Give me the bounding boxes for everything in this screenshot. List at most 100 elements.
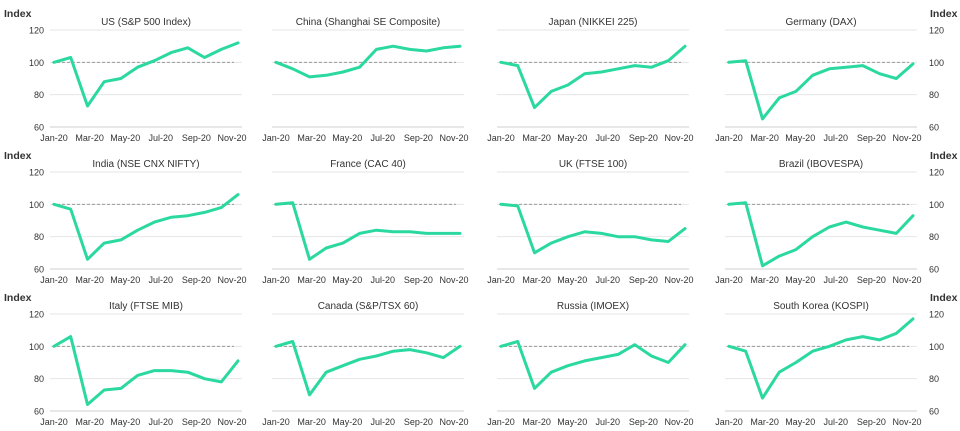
y-tick-label: 120 xyxy=(29,310,44,320)
data-point xyxy=(616,67,620,71)
data-point xyxy=(52,61,56,64)
x-tick-label: May-20 xyxy=(785,417,815,427)
x-tick-label: Nov-20 xyxy=(439,133,468,143)
y-tick-label: 60 xyxy=(34,265,44,275)
data-point xyxy=(236,359,240,363)
x-tick-label: May-20 xyxy=(110,275,140,285)
data-point xyxy=(861,64,865,67)
data-point xyxy=(616,235,620,238)
x-tick-label: Nov-20 xyxy=(664,275,693,285)
data-point xyxy=(324,371,328,374)
y-tick-label: 60 xyxy=(34,407,44,417)
data-point xyxy=(274,345,278,348)
data-point xyxy=(236,193,240,196)
data-point xyxy=(391,349,395,353)
data-point xyxy=(533,106,536,109)
data-point xyxy=(153,369,156,372)
data-point xyxy=(828,345,831,348)
series-line xyxy=(274,340,462,397)
x-tick-label: Jul-20 xyxy=(371,275,396,285)
data-point xyxy=(828,67,831,71)
x-tick-label: Mar-20 xyxy=(750,133,779,143)
x-tick-label: Jan-20 xyxy=(487,417,515,427)
data-point xyxy=(583,72,586,75)
data-point xyxy=(633,64,637,67)
x-tick-label: May-20 xyxy=(332,417,362,427)
data-point xyxy=(358,358,361,361)
y-tick-label: 80 xyxy=(929,374,939,384)
x-tick-label: Nov-20 xyxy=(892,275,921,285)
y-tick-label: 80 xyxy=(929,90,939,100)
data-point xyxy=(52,345,56,348)
y-tick-label: 120 xyxy=(29,168,44,178)
x-tick-label: Mar-20 xyxy=(75,133,104,143)
x-tick-label: Jul-20 xyxy=(596,417,621,427)
data-point xyxy=(911,214,915,217)
panel-7: Jan-20 Mar-20 May-20 Jul-20 Sep-20 Nov-20 UK (… xyxy=(487,159,693,285)
y-axis-label-left-row-2: Index xyxy=(4,150,32,162)
data-point xyxy=(583,359,586,363)
x-tick-label: Jan-20 xyxy=(487,133,515,143)
x-tick-label: Jan-20 xyxy=(262,133,290,143)
panel-title: Japan (NIKKEI 225) xyxy=(549,17,638,28)
data-point xyxy=(291,201,294,204)
data-point xyxy=(516,340,519,343)
series-line xyxy=(499,340,687,390)
x-tick-label: Mar-20 xyxy=(297,133,326,143)
series-line xyxy=(727,201,915,268)
data-point xyxy=(203,211,206,214)
data-point xyxy=(633,343,637,346)
data-point xyxy=(69,56,72,59)
x-tick-label: Sep-20 xyxy=(629,417,658,427)
data-point xyxy=(358,65,361,69)
data-point xyxy=(442,356,445,359)
x-tick-label: Jul-20 xyxy=(824,275,849,285)
data-point xyxy=(895,232,898,235)
x-tick-label: Mar-20 xyxy=(522,133,551,143)
data-point xyxy=(136,229,139,232)
x-tick-label: Jul-20 xyxy=(149,417,174,427)
y-axis-label-right-row-3: Index xyxy=(930,292,958,304)
panel-title: Germany (DAX) xyxy=(785,17,856,28)
data-point xyxy=(86,258,89,261)
data-point xyxy=(203,56,206,59)
y-axis-label-right-row-1: Index xyxy=(930,8,958,20)
x-tick-label: Jul-20 xyxy=(596,133,621,143)
data-point xyxy=(236,41,240,45)
x-tick-label: Jul-20 xyxy=(371,133,396,143)
x-tick-label: Jan-20 xyxy=(40,417,68,427)
series-line xyxy=(727,317,915,400)
x-tick-label: Mar-20 xyxy=(750,417,779,427)
data-point xyxy=(169,369,173,372)
x-tick-label: Sep-20 xyxy=(629,275,658,285)
x-tick-label: Nov-20 xyxy=(217,133,246,143)
x-tick-label: Mar-20 xyxy=(297,275,326,285)
data-point xyxy=(683,44,687,48)
data-point xyxy=(861,335,865,338)
x-tick-label: Jan-20 xyxy=(715,275,743,285)
data-point xyxy=(566,235,570,238)
data-point xyxy=(186,46,190,49)
data-point xyxy=(291,340,294,343)
data-point xyxy=(425,232,428,235)
data-point xyxy=(375,354,378,358)
x-tick-label: Nov-20 xyxy=(217,417,246,427)
x-tick-label: Nov-20 xyxy=(664,133,693,143)
data-point xyxy=(341,364,345,367)
x-tick-label: May-20 xyxy=(332,133,362,143)
data-point xyxy=(761,396,764,400)
panel-title: China (Shanghai SE Composite) xyxy=(296,17,441,28)
x-tick-label: Sep-20 xyxy=(857,417,886,427)
data-point xyxy=(777,254,781,258)
x-tick-label: Mar-20 xyxy=(75,417,104,427)
data-point xyxy=(761,264,764,267)
data-point xyxy=(136,374,139,377)
panel-3: Jan-20 Mar-20 May-20 Jul-20 Sep-20 Nov-20 Japa… xyxy=(487,17,693,143)
x-tick-label: Jan-20 xyxy=(487,275,515,285)
x-tick-label: Jul-20 xyxy=(149,275,174,285)
data-point xyxy=(727,345,731,348)
y-tick-label: 80 xyxy=(929,232,939,242)
data-point xyxy=(633,235,637,238)
panel-8: 60 80 100 120 Jan-20 Mar-20 May-20 Jul-20 Sep-20… xyxy=(715,159,944,285)
panel-title: India (NSE CNX NIFTY) xyxy=(92,159,199,170)
